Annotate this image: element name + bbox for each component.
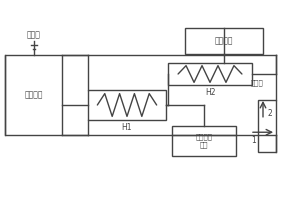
Bar: [168, 63, 252, 85]
Text: H2: H2: [205, 88, 215, 97]
Text: 电池电堆: 电池电堆: [24, 90, 43, 99]
Text: 储热装置: 储热装置: [215, 36, 233, 46]
Text: 1: 1: [252, 136, 256, 145]
Text: 2: 2: [267, 108, 272, 117]
Text: 回环境: 回环境: [250, 79, 263, 86]
Text: 出电能: 出电能: [27, 30, 40, 39]
Bar: [88, 90, 166, 120]
Bar: [258, 100, 276, 152]
Bar: [172, 126, 236, 156]
Bar: [185, 28, 263, 54]
Text: H1: H1: [122, 123, 132, 132]
Text: 辅助冷却
装置: 辅助冷却 装置: [196, 134, 212, 148]
Bar: [5, 55, 62, 135]
